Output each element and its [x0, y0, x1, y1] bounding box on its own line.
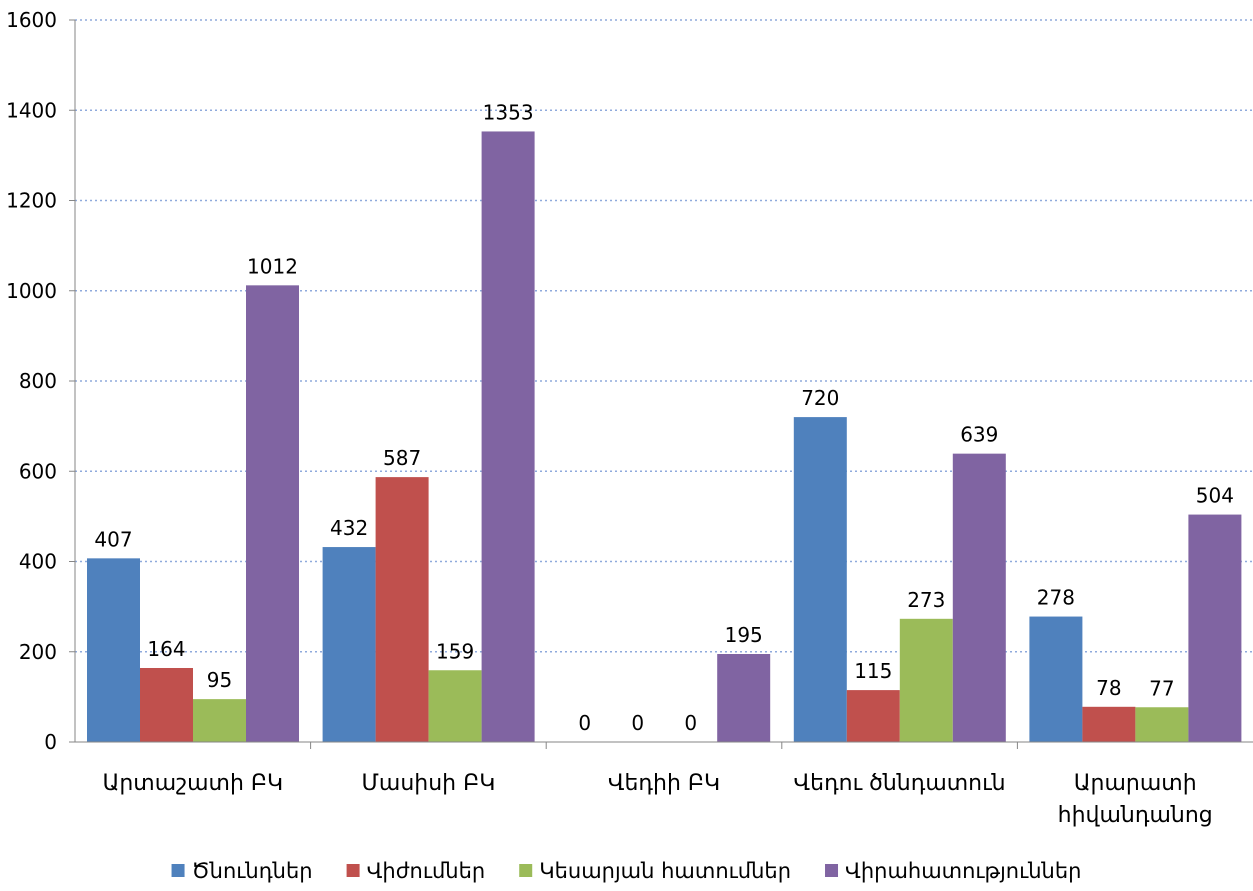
data-label: 0 [631, 711, 644, 735]
data-label: 639 [960, 423, 998, 447]
legend: Ծնունդներ Վիժումներ Կեսարյան հատումներ Վիրա… [171, 859, 1081, 883]
x-tick-label: Վեդիի ԲԿ [608, 771, 720, 796]
data-label: 720 [801, 386, 839, 410]
x-tick-label-line: Վեդիի ԲԿ [608, 771, 720, 796]
data-label: 587 [383, 446, 421, 470]
bar [717, 654, 771, 742]
data-label: 195 [725, 623, 763, 647]
x-tick-label-line: Վեդու ծննդատուն [794, 771, 1006, 796]
bar [322, 547, 376, 742]
y-tick-label: 1000 [6, 279, 57, 303]
bar [1135, 707, 1189, 742]
legend-item: Վիրահատություններ [825, 859, 1081, 883]
legend-item: Ծնունդներ [171, 859, 313, 883]
data-labels: 407 432 0 720 278 164 587 0 115 78 95 159 0 273 77 1012… [94, 100, 1234, 735]
data-label: 504 [1196, 484, 1234, 508]
data-label: 159 [436, 639, 474, 663]
legend-item: Վիժումներ [346, 859, 486, 883]
legend-label: Կեսարյան հատումներ [539, 859, 791, 883]
x-tick-label-line: Արարատի [1074, 771, 1197, 796]
data-label: 0 [578, 711, 591, 735]
y-tick-label: 1400 [6, 98, 57, 122]
data-label: 77 [1149, 676, 1174, 700]
data-label: 432 [330, 516, 368, 540]
bar [1188, 514, 1242, 742]
y-tick-label: 1600 [6, 8, 57, 32]
axes: 0 200 400 600 800 1000 1200 1400 1600 Արտաշատի ԲԿ… [6, 8, 1253, 828]
data-label: 95 [207, 668, 232, 692]
data-label: 278 [1037, 586, 1075, 610]
bar [1082, 706, 1136, 742]
x-tick-label-line: հիվանդանոց [1058, 803, 1213, 828]
x-tick-label: Արարատի հիվանդանոց [1058, 771, 1213, 828]
x-tick-label-line: Մասիսի ԲԿ [361, 771, 495, 796]
y-tick-label: 800 [19, 369, 57, 393]
data-label: 164 [147, 637, 185, 661]
bar [428, 670, 482, 742]
x-tick-label-line: Արտաշատի ԲԿ [102, 771, 283, 796]
bar [140, 667, 193, 742]
data-label: 115 [854, 659, 892, 683]
x-tick-label: Վեդու ծննդատուն [794, 771, 1006, 796]
legend-label: Ծնունդներ [192, 859, 313, 883]
legend-item: Կեսարյան հատումներ [519, 859, 791, 883]
legend-swatch [519, 864, 533, 877]
bar [87, 558, 140, 742]
y-tick-label: 0 [44, 730, 57, 754]
bar [375, 477, 429, 742]
x-tick-label: Արտաշատի ԲԿ [102, 771, 283, 796]
y-tick-label: 600 [19, 459, 57, 483]
legend-label: Վիրահատություններ [845, 859, 1081, 883]
data-label: 0 [684, 711, 697, 735]
bar [193, 699, 246, 742]
bar [899, 618, 953, 742]
data-label: 1012 [247, 254, 298, 278]
data-label: 1353 [483, 100, 534, 124]
bar [481, 131, 535, 743]
legend-swatch [825, 864, 839, 877]
x-tick-label: Մասիսի ԲԿ [361, 771, 495, 796]
y-tick-label: 200 [19, 640, 57, 664]
bar [793, 417, 847, 742]
bars [87, 131, 1242, 743]
data-label: 407 [94, 527, 132, 551]
y-tick-label: 1200 [6, 189, 57, 213]
bar [1029, 616, 1083, 742]
y-tick-label: 400 [19, 550, 57, 574]
data-label: 273 [907, 588, 945, 612]
legend-swatch [171, 864, 185, 877]
bar [952, 453, 1006, 742]
data-label: 78 [1096, 676, 1121, 700]
legend-swatch [346, 864, 360, 877]
legend-label: Վիժումներ [367, 859, 486, 883]
bar [246, 285, 299, 742]
bar [846, 690, 900, 742]
